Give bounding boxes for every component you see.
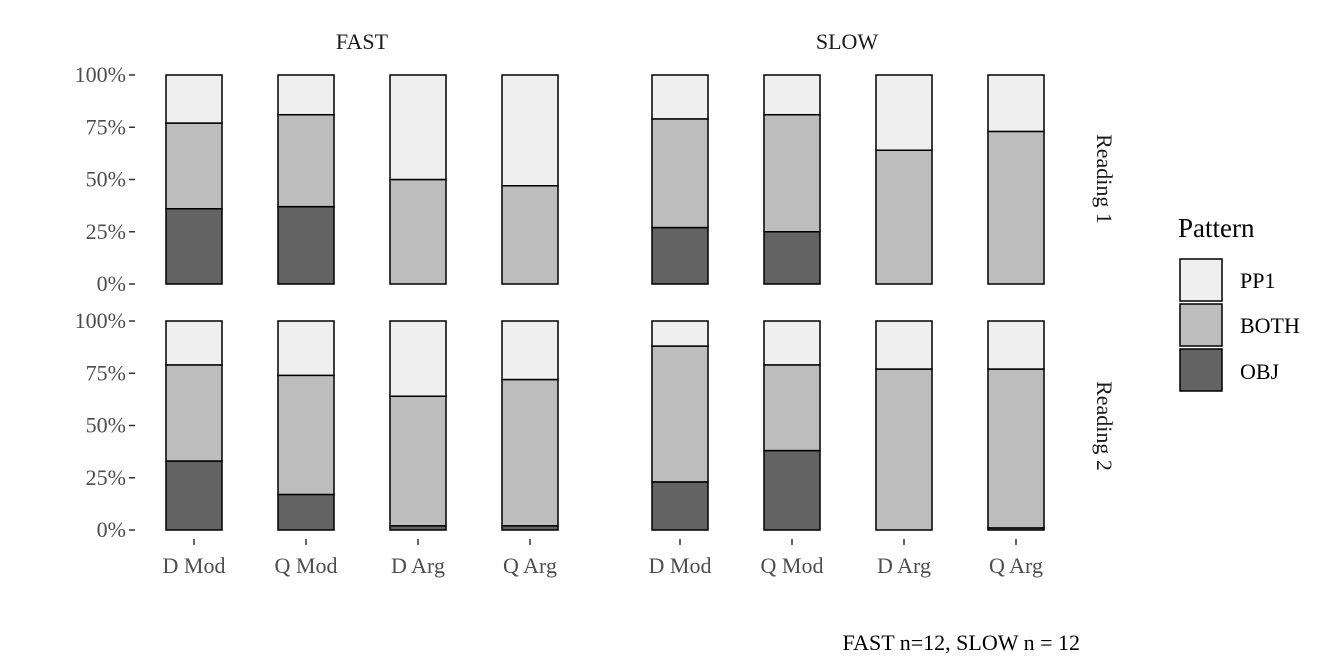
bar-segment-obj (763, 449, 821, 531)
bar-segment-pp1 (501, 74, 559, 187)
bar-segment-both (875, 149, 933, 285)
bar-segment-pp1 (987, 74, 1045, 133)
bar-segment-both (389, 395, 447, 527)
plot-area: 0% 25% 50% 75% 100% 0% 25% 50% 75% 100% D Mod Q Mod… (75, 62, 1045, 578)
bar-segment-both (277, 374, 335, 496)
bar-segment-obj (763, 231, 821, 285)
legend-title: Pattern (1178, 213, 1255, 243)
column-strip-fast: FAST (336, 29, 389, 54)
x-tick-label: D Arg (877, 553, 931, 578)
bar-segment-pp1 (875, 320, 933, 370)
x-tick-label: D Arg (391, 553, 445, 578)
bar-segment-both (875, 368, 933, 531)
x-tick-label: Q Mod (761, 553, 824, 578)
legend-label-both: BOTH (1240, 313, 1300, 338)
bar-segment-pp1 (763, 74, 821, 116)
bar-segment-both (165, 122, 223, 210)
row-strip-reading-2: Reading 2 (1092, 381, 1117, 471)
y-tick-label: 0% (97, 517, 126, 542)
y-tick-label: 75% (86, 360, 126, 385)
bar-segment-both (501, 378, 559, 527)
x-tick-label: D Mod (649, 553, 712, 578)
chart-caption: FAST n=12, SLOW n = 12 (842, 630, 1080, 655)
bar-segment-pp1 (875, 74, 933, 151)
x-tick-label: Q Arg (989, 553, 1043, 578)
y-tick-label: 25% (86, 465, 126, 490)
y-tick-label: 50% (86, 167, 126, 192)
bar-segment-pp1 (389, 320, 447, 397)
bar-segment-pp1 (501, 320, 559, 381)
bar-segment-obj (165, 208, 223, 285)
legend-swatch-obj (1179, 348, 1223, 392)
bar-segment-pp1 (277, 320, 335, 377)
bar-segment-both (651, 118, 709, 229)
bar-segment-both (987, 130, 1045, 285)
legend-swatch-both (1179, 303, 1223, 347)
row-strip-reading-1: Reading 1 (1092, 134, 1117, 224)
bar-segment-obj (651, 226, 709, 285)
y-tick-label: 0% (97, 271, 126, 296)
y-tick-label: 50% (86, 413, 126, 438)
bar-segment-both (987, 368, 1045, 529)
bar-segment-pp1 (651, 74, 709, 120)
x-tick-label: Q Arg (503, 553, 557, 578)
y-tick-label: 75% (86, 114, 126, 139)
y-tick-label: 100% (75, 308, 126, 333)
y-tick-label: 25% (86, 219, 126, 244)
bar-segment-both (763, 113, 821, 233)
bar-segment-pp1 (165, 320, 223, 366)
bar-segment-both (389, 178, 447, 285)
legend-label-pp1: PP1 (1240, 268, 1275, 293)
bar-segment-obj (277, 493, 335, 531)
legend-label-obj: OBJ (1240, 359, 1280, 384)
bar-segment-pp1 (277, 74, 335, 116)
bar-segment-pp1 (165, 74, 223, 124)
bar-segment-obj (277, 205, 335, 285)
y-tick-label: 100% (75, 62, 126, 87)
column-strip-slow: SLOW (816, 29, 879, 54)
x-tick-label: Q Mod (275, 553, 338, 578)
legend-swatch-pp1 (1179, 258, 1223, 302)
bar-segment-both (763, 364, 821, 452)
bar-segment-both (165, 364, 223, 462)
bar-segment-obj (651, 481, 709, 531)
x-tick-label: D Mod (163, 553, 226, 578)
bar-segment-both (277, 113, 335, 208)
bar-segment-both (501, 185, 559, 285)
legend: Pattern PP1 BOTH OBJ (1178, 213, 1300, 392)
bar-segment-pp1 (763, 320, 821, 366)
bar-segment-obj (165, 460, 223, 531)
bar-segment-pp1 (651, 320, 709, 347)
bar-segment-pp1 (987, 320, 1045, 370)
bar-segment-both (651, 345, 709, 483)
bar-segment-pp1 (389, 74, 447, 181)
